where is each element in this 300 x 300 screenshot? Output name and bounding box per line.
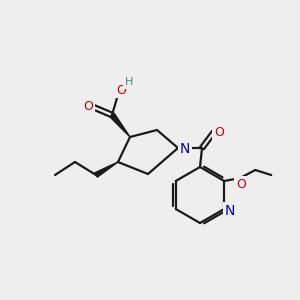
Text: N: N [180,142,190,156]
Text: O: O [83,100,93,112]
Text: N: N [225,204,236,218]
Text: H: H [125,77,133,87]
Polygon shape [95,162,118,177]
Polygon shape [110,113,130,137]
Text: O: O [116,83,126,97]
Text: O: O [214,127,224,140]
Text: O: O [236,178,246,190]
